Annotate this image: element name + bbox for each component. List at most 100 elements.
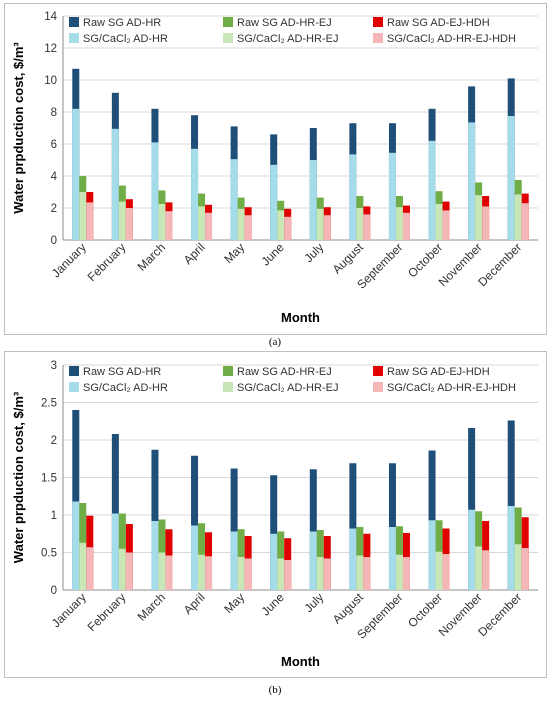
- x-tick-label: February: [85, 240, 129, 284]
- x-tick-label: February: [85, 590, 129, 634]
- legend-label: Raw SG AD-HR: [83, 17, 161, 29]
- y-tick-label: 0.5: [41, 548, 57, 560]
- bar-sg-hr: [111, 513, 119, 590]
- bar-sg-hdh: [244, 215, 252, 240]
- bar-sg-hdh: [284, 216, 292, 240]
- bar-raw-hr: [468, 428, 476, 590]
- legend-swatch: [69, 33, 79, 43]
- bar-raw-hr: [111, 434, 119, 590]
- y-tick-label: 6: [51, 139, 57, 151]
- x-tick-label: October: [405, 240, 445, 280]
- legend-label: Raw SG AD-HR: [83, 366, 161, 378]
- bar-sg-hdh: [363, 214, 371, 240]
- bar-sg-hdh: [521, 548, 529, 590]
- bar-sg-ej: [79, 192, 87, 240]
- bar-raw-hr: [270, 475, 278, 590]
- bar-sg-hr: [191, 148, 199, 240]
- bar-sg-hr: [270, 164, 278, 240]
- bar-sg-ej: [395, 207, 403, 240]
- bar-sg-ej: [237, 208, 245, 240]
- bar-sg-ej: [356, 208, 364, 240]
- bar-sg-ej: [395, 554, 403, 590]
- bar-sg-hdh: [205, 556, 213, 590]
- bar-sg-hr: [349, 154, 357, 240]
- bar-sg-hr: [349, 528, 357, 590]
- bar-sg-ej: [475, 195, 483, 240]
- bar-sg-ej: [198, 206, 206, 240]
- bar-sg-hdh: [86, 202, 94, 240]
- legend-swatch: [223, 382, 233, 392]
- bar-sg-hr: [468, 122, 476, 240]
- chart-panel-b: 0 0.5 1 1.5 2 2.5 3 January February March April Ma…: [4, 351, 547, 678]
- bar-sg-hdh: [165, 555, 173, 590]
- legend-label: Raw SG AD-HR-EJ: [237, 17, 332, 29]
- bar-sg-ej: [316, 208, 324, 240]
- x-tick-label: March: [135, 590, 168, 623]
- bar-sg-ej: [158, 204, 166, 240]
- bar-raw-hr: [151, 449, 159, 590]
- bar-sg-hr: [151, 521, 159, 590]
- x-tick-label: October: [405, 590, 445, 630]
- bar-raw-hr: [349, 463, 357, 590]
- y-axis-title: Water prpduction cost, $/m³: [11, 42, 26, 214]
- bar-sg-hdh: [521, 203, 529, 240]
- x-tick-label: May: [221, 240, 247, 266]
- bar-sg-hdh: [402, 212, 410, 240]
- bar-sg-hr: [151, 142, 159, 240]
- y-tick-label: 3: [51, 360, 57, 372]
- bar-sg-hr: [309, 531, 317, 590]
- bar-sg-hdh: [323, 215, 331, 240]
- bar-sg-hr: [428, 140, 436, 240]
- bar-raw-hr: [507, 420, 515, 590]
- x-axis-title: Month: [281, 654, 320, 669]
- legend-swatch: [69, 366, 79, 376]
- bar-sg-ej: [435, 204, 443, 240]
- bar-sg-ej: [475, 546, 483, 590]
- bar-raw-hr: [72, 410, 80, 590]
- legend-swatch: [223, 17, 233, 27]
- x-tick-label: April: [181, 590, 208, 617]
- bar-sg-hr: [270, 533, 278, 590]
- legend-swatch: [223, 366, 233, 376]
- legend-label: SG/CaCl₂ AD-HR-EJ-HDH: [387, 382, 516, 394]
- x-tick-label: December: [475, 240, 524, 289]
- legend-label: SG/CaCl₂ AD-HR-EJ: [237, 382, 338, 394]
- bar-sg-hr: [468, 509, 476, 590]
- bar-sg-ej: [79, 542, 87, 590]
- bar-sg-hr: [309, 160, 317, 240]
- legend-label: Raw SG AD-EJ-HDH: [387, 17, 490, 29]
- bar-sg-hdh: [363, 557, 371, 590]
- bar-sg-hr: [230, 531, 238, 590]
- y-tick-label: 1.5: [41, 473, 57, 485]
- x-axis-title: Month: [281, 310, 320, 325]
- bar-raw-hr: [309, 469, 317, 590]
- x-tick-label: August: [330, 590, 367, 627]
- bar-sg-hdh: [125, 552, 133, 590]
- bar-sg-ej: [514, 194, 522, 240]
- x-tick-label: August: [330, 240, 367, 277]
- y-tick-label: 8: [51, 107, 57, 119]
- y-tick-label: 2: [51, 203, 57, 215]
- bar-sg-ej: [198, 554, 206, 590]
- legend-swatch: [373, 33, 383, 43]
- caption-b: (b): [268, 684, 282, 696]
- y-tick-label: 4: [51, 171, 58, 183]
- bar-sg-hr: [72, 501, 80, 590]
- bar-sg-hdh: [86, 547, 94, 590]
- bar-sg-hdh: [442, 554, 450, 590]
- caption-a: (a): [268, 336, 282, 348]
- chart-panel-a: 0 2 4 6 8 10 12 14 January February March April May J…: [4, 3, 547, 335]
- legend-label: SG/CaCl₂ AD-HR: [83, 33, 168, 45]
- x-tick-label: July: [301, 590, 326, 615]
- y-tick-label: 2.5: [41, 398, 57, 410]
- legend-label: Raw SG AD-HR-EJ: [237, 366, 332, 378]
- bar-sg-ej: [158, 552, 166, 590]
- bar-sg-ej: [237, 557, 245, 590]
- y-tick-label: 1: [51, 510, 57, 522]
- legend-swatch: [69, 382, 79, 392]
- bar-sg-hdh: [323, 558, 331, 590]
- bar-sg-hr: [191, 525, 199, 590]
- legend-swatch: [373, 366, 383, 376]
- x-tick-label: July: [301, 240, 326, 265]
- bar-sg-hdh: [402, 557, 410, 590]
